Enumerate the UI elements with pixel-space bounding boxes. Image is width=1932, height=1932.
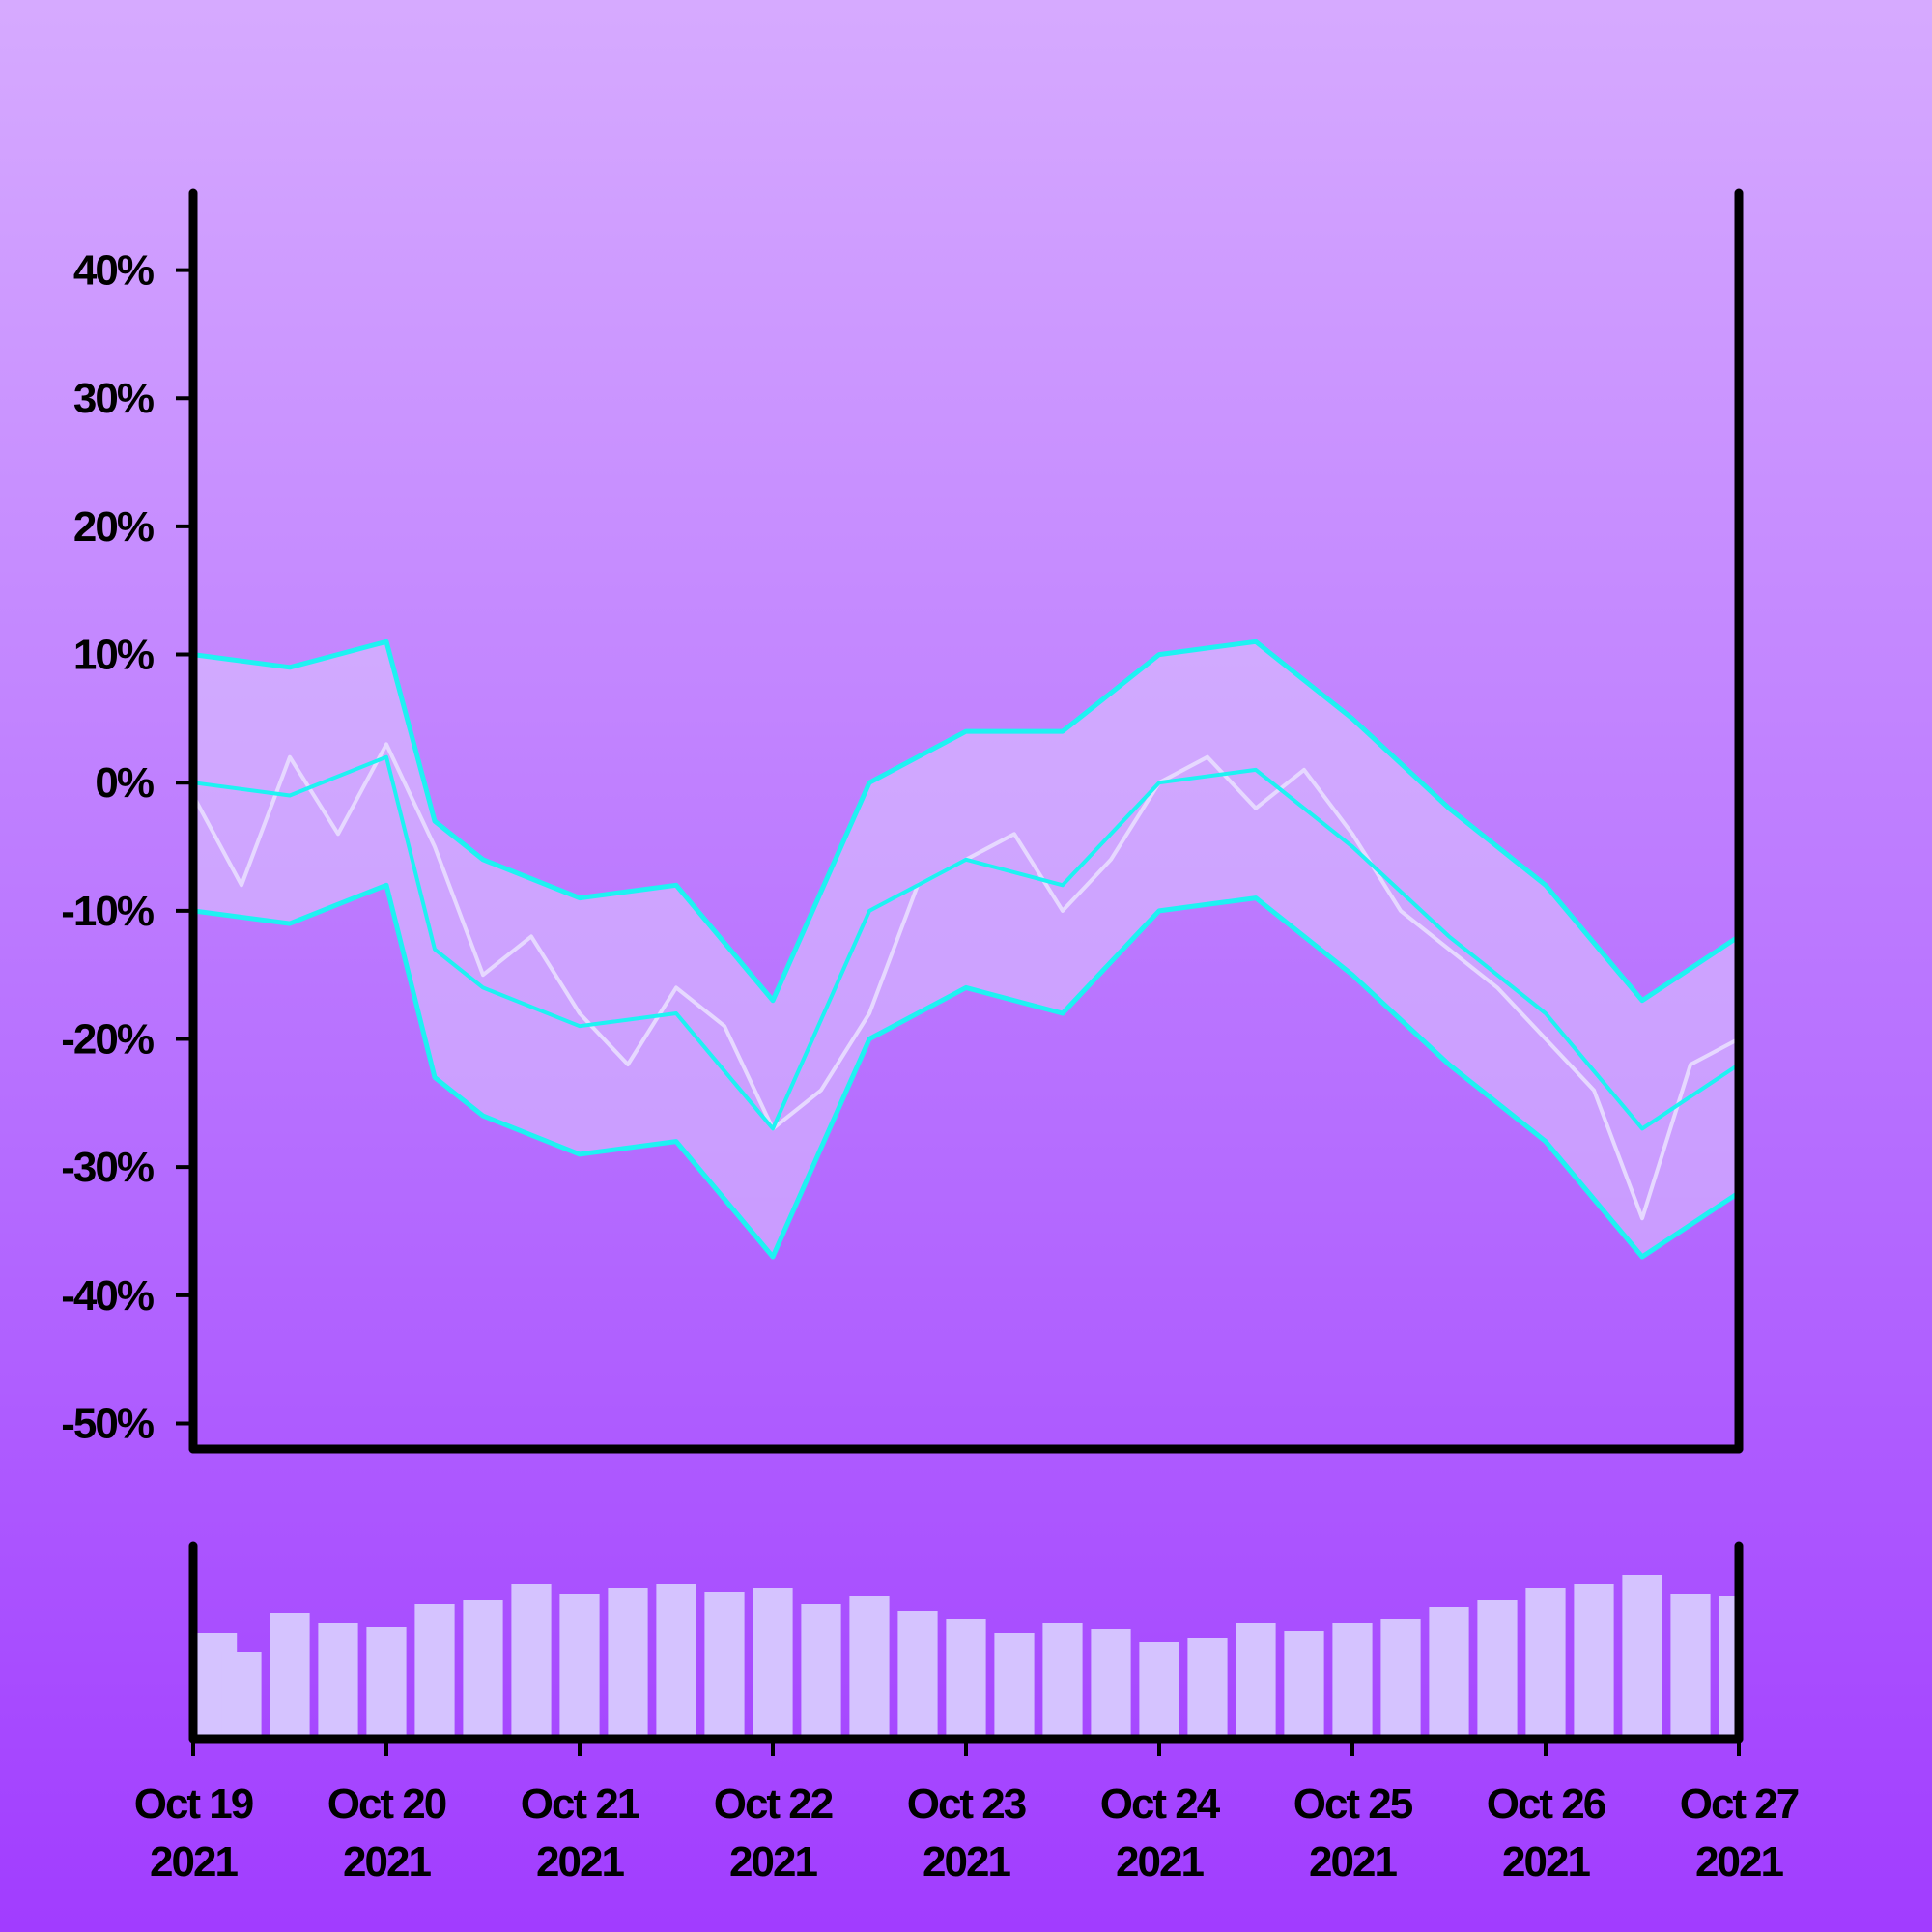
volume-bar xyxy=(1236,1623,1276,1739)
y-tick-label: 30% xyxy=(73,375,154,422)
x-tick-label: Oct 27 xyxy=(1680,1780,1799,1828)
x-tick-label: 2021 xyxy=(1502,1838,1590,1886)
y-tick-label: 40% xyxy=(73,247,154,295)
volume-bar xyxy=(318,1623,358,1739)
x-tick-label: Oct 21 xyxy=(521,1780,640,1828)
price-panel: 40% 30% 20% 10% 0% -10% -20% -30% -40% -50% Oct 1… xyxy=(61,188,1801,1886)
y-tick-label: 10% xyxy=(73,632,154,679)
volume-bar xyxy=(559,1594,600,1739)
volume-bar xyxy=(849,1596,890,1739)
volume-bar xyxy=(511,1584,552,1739)
volume-bar xyxy=(994,1633,1035,1739)
y-tick-label: 0% xyxy=(95,759,153,807)
x-tick-label: 2021 xyxy=(1309,1838,1397,1886)
x-tick-label: Oct 24 xyxy=(1100,1780,1221,1828)
x-tick-label: 2021 xyxy=(536,1838,624,1886)
y-tick-label: -20% xyxy=(61,1016,154,1064)
volume-bar xyxy=(366,1627,407,1739)
volume-bar xyxy=(1380,1619,1421,1739)
volume-bar xyxy=(1574,1584,1614,1739)
volume-bar xyxy=(608,1588,648,1739)
y-tick-label: -50% xyxy=(61,1400,154,1447)
volume-bars xyxy=(197,1575,1735,1739)
volume-bar xyxy=(753,1588,793,1739)
volume-bar xyxy=(946,1619,986,1739)
volume-bar xyxy=(801,1604,841,1739)
volume-bar xyxy=(1670,1594,1711,1739)
x-tick-label: Oct 25 xyxy=(1293,1780,1413,1828)
y-tick-label: -40% xyxy=(61,1272,154,1320)
y-tick-label: 20% xyxy=(73,503,154,551)
volume-bar xyxy=(270,1613,310,1739)
x-tick-label: 2021 xyxy=(729,1838,817,1886)
volume-bar xyxy=(897,1611,938,1739)
lower-band-line xyxy=(192,882,1741,1260)
x-tick-label: 2021 xyxy=(923,1838,1010,1886)
x-tick-label: Oct 22 xyxy=(714,1780,833,1828)
x-tick-label: 2021 xyxy=(150,1838,238,1886)
y-axis: 40% 30% 20% 10% 0% -10% -20% -30% -40% -50% xyxy=(61,247,193,1447)
x-tick-label: Oct 19 xyxy=(134,1780,253,1828)
volume-bar xyxy=(1332,1623,1373,1739)
y-tick-label: -10% xyxy=(61,888,154,935)
x-tick-label: 2021 xyxy=(1695,1838,1783,1886)
volume-bar xyxy=(1719,1596,1735,1739)
middle-band-line xyxy=(192,754,1741,1131)
volume-bar xyxy=(656,1584,696,1739)
x-tick-label: 2021 xyxy=(1116,1838,1204,1886)
volume-bar xyxy=(463,1600,503,1739)
upper-band-line xyxy=(192,639,1741,1004)
volume-bar xyxy=(1622,1575,1662,1739)
volume-bar xyxy=(1284,1631,1324,1739)
x-tick-label: Oct 23 xyxy=(907,1780,1026,1828)
volume-bar xyxy=(1525,1588,1566,1739)
volume-bar xyxy=(414,1604,455,1739)
volume-bar xyxy=(1042,1623,1083,1739)
volume-bar xyxy=(1429,1607,1469,1739)
band-fill-area xyxy=(193,641,1739,1257)
volume-bar xyxy=(221,1652,262,1739)
volume-bar xyxy=(1477,1600,1518,1739)
volume-bar xyxy=(1091,1629,1131,1739)
volume-bar xyxy=(1187,1638,1228,1739)
volume-bar xyxy=(1139,1642,1179,1739)
x-tick-label: Oct 20 xyxy=(327,1780,446,1828)
x-tick-label: Oct 26 xyxy=(1487,1780,1605,1828)
axis-frames xyxy=(188,188,1744,1744)
x-axis: Oct 19 2021 Oct 20 2021 Oct 21 2021 Oct 22 2021… xyxy=(134,1739,1801,1886)
volume-bar xyxy=(704,1592,745,1739)
y-tick-label: -30% xyxy=(61,1144,154,1191)
x-tick-label: 2021 xyxy=(343,1838,431,1886)
